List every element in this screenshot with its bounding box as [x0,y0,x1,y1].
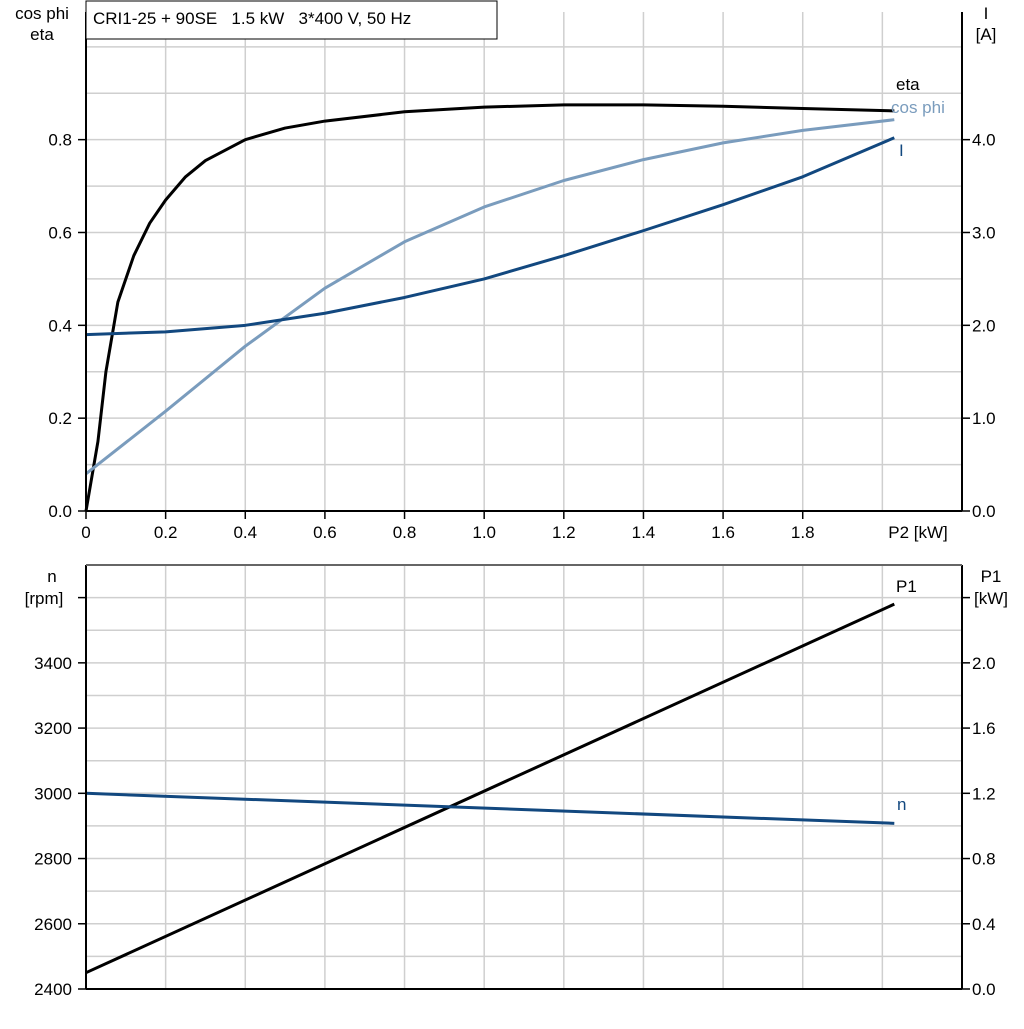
y-tick-label-left: 0.4 [48,316,72,335]
bottom-right-ylabel-1: P1 [981,567,1002,586]
top-right-ylabel-1: I [984,4,989,23]
y-tick-label-left: 3400 [34,654,72,673]
series-label-p1: P1 [896,577,917,596]
series-label-i: I [899,141,904,160]
x-tick-label: 1.6 [711,523,735,542]
title-box [85,0,498,40]
x-tick-label: 0 [81,523,90,542]
y-tick-label-left: 0.6 [48,223,72,242]
y-tick-label-right: 1.0 [972,409,996,428]
series-line-p1 [85,602,895,975]
top-right-ylabel-2: [A] [976,25,997,44]
y-tick-label-right: 0.0 [972,502,996,521]
y-tick-label-left: 2800 [34,850,72,869]
x-tick-label: 1.0 [472,523,496,542]
top-left-ylabel-2: eta [30,25,54,44]
y-tick-label-right: 4.0 [972,131,996,150]
x-tick-label: 0.6 [313,523,337,542]
y-tick-label-right: 1.6 [972,719,996,738]
x-tick-label: 1.2 [552,523,576,542]
bottom-left-ylabel-2: [rpm] [25,589,64,608]
series-line-n [85,791,895,825]
y-tick-label-left: 0.0 [48,502,72,521]
series-line-i [85,136,895,337]
y-tick-label-right: 3.0 [972,223,996,242]
y-tick-label-left: 0.2 [48,409,72,428]
y-tick-label-left: 3000 [34,784,72,803]
x-tick-label: 1.8 [791,523,815,542]
y-tick-label-right: 0.8 [972,850,996,869]
y-tick-label-right: 0.0 [972,980,996,999]
x-tick-label: 0.4 [233,523,257,542]
y-tick-label-right: 0.4 [972,915,996,934]
top-left-ylabel-1: cos phi [15,4,69,23]
series-lines [84,103,895,975]
y-tick-label-right: 2.0 [972,316,996,335]
bottom-grid [86,565,962,989]
x-tick-label: 0.2 [154,523,178,542]
x-tick-label: 1.4 [632,523,656,542]
axes: 0.0 0.2 0.4 0.6 0.8 0.0 1.0 2.0 3.0 4.0 0 0.2 0.4 0.6… [34,12,996,999]
series-label-cos-phi: cos phi [891,98,945,117]
series-label-n: n [897,795,906,814]
y-tick-label-right: 2.0 [972,654,996,673]
y-tick-label-left: 3200 [34,719,72,738]
y-tick-label-left: 2400 [34,980,72,999]
x-tick-label: 0.8 [393,523,417,542]
y-tick-label-left: 2600 [34,915,72,934]
chart-title: CRI1-25 + 90SE 1.5 kW 3*400 V, 50 Hz [93,9,411,28]
series-label-eta: eta [896,75,920,94]
series-line-cos-phi [85,118,895,476]
bottom-right-ylabel-2: [kW] [974,589,1008,608]
bottom-left-ylabel-1: n [47,567,56,586]
top-xlabel: P2 [kW] [888,523,948,542]
y-tick-label-left: 0.8 [48,131,72,150]
top-grid [86,12,962,511]
series-line-eta [84,103,895,512]
y-tick-label-right: 1.2 [972,784,996,803]
